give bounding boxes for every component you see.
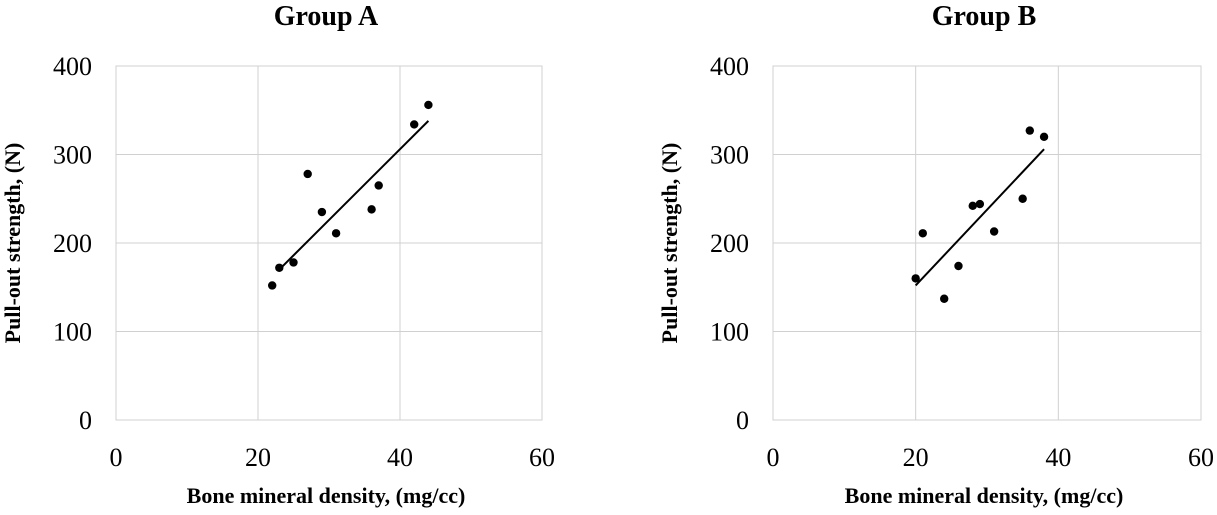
- data-point: [410, 120, 419, 129]
- y-tick-label: 200: [710, 229, 749, 258]
- x-tick-label: 0: [110, 443, 123, 472]
- data-point: [975, 199, 985, 209]
- y-tick-label: 300: [710, 141, 749, 170]
- x-axis-label: Bone mineral density, (mg/cc): [187, 483, 466, 508]
- y-tick-label: 100: [53, 318, 92, 347]
- chart-title: Group B: [932, 1, 1037, 32]
- trendline: [278, 120, 430, 271]
- data-point: [954, 261, 963, 271]
- data-point: [1039, 132, 1049, 141]
- x-tick-label: 40: [387, 443, 413, 472]
- y-tick-label: 300: [53, 141, 92, 170]
- data-point: [303, 169, 312, 179]
- y-tick-label: 100: [710, 318, 749, 347]
- data-point: [367, 205, 376, 214]
- data-point: [317, 207, 327, 217]
- data-point: [374, 181, 383, 190]
- data-point: [275, 263, 284, 272]
- data-point: [940, 294, 949, 303]
- data-point: [1025, 126, 1035, 135]
- x-tick-label: 60: [529, 443, 555, 472]
- y-tick-label: 400: [53, 52, 92, 81]
- y-axis-label: Pull-out strength, (N): [0, 143, 25, 344]
- x-tick-label: 20: [903, 443, 929, 472]
- x-tick-label: 60: [1188, 443, 1214, 472]
- y-tick-label: 200: [53, 229, 92, 258]
- data-point: [331, 229, 341, 238]
- chart-panel-2: 0 20 40 60 0 100 200 300 400 Group B Bone mineral …: [657, 1, 1214, 508]
- chart-title: Group A: [274, 1, 379, 32]
- y-tick-label: 0: [736, 406, 749, 435]
- y-tick-label: 400: [710, 52, 749, 81]
- data-point: [1018, 194, 1027, 203]
- x-axis-label: Bone mineral density, (mg/cc): [845, 483, 1124, 508]
- data-point: [268, 281, 277, 290]
- x-tick-label: 0: [767, 443, 780, 472]
- x-tick-label: 40: [1045, 443, 1071, 472]
- data-point: [289, 258, 298, 267]
- data-point: [989, 227, 999, 236]
- x-tick-label: 20: [245, 443, 271, 472]
- y-tick-label: 0: [79, 406, 92, 435]
- trendline: [914, 148, 1045, 287]
- data-point: [968, 201, 977, 211]
- chart-panel-1: 0 20 40 60 0 100 200 300 400 Group A Bone mineral …: [0, 1, 555, 508]
- y-axis-label: Pull-out strength, (N): [657, 143, 682, 344]
- data-point: [918, 229, 927, 238]
- data-point: [911, 274, 920, 283]
- data-point: [424, 100, 433, 110]
